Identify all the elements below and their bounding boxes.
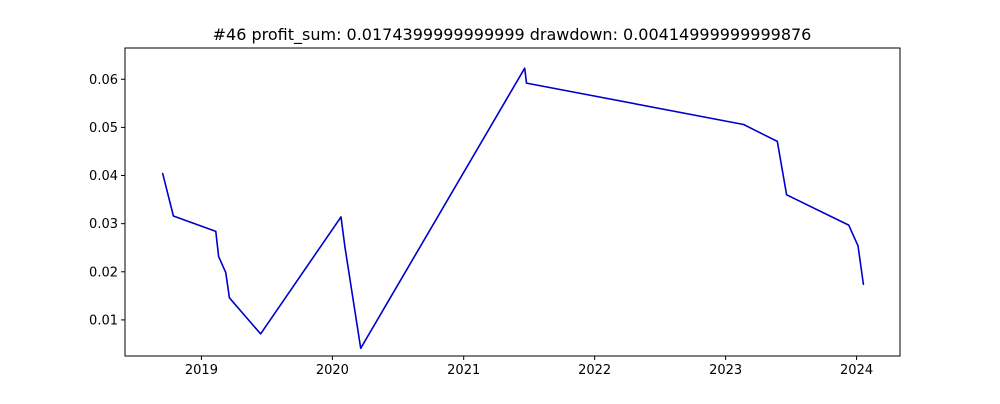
y-tick-label: 0.04 — [89, 169, 118, 184]
y-tick-label: 0.02 — [89, 265, 118, 280]
chart-title: #46 profit_sum: 0.0174399999999999 drawd… — [213, 25, 812, 45]
x-tick-label: 2022 — [578, 363, 611, 378]
series-line-0 — [161, 67, 865, 350]
plot-area — [161, 67, 865, 350]
x-tick-label: 2021 — [447, 363, 480, 378]
axes: 2019 2020 2021 2022 2023 2024 0.01 0.02 0.03 0.04… — [89, 47, 901, 378]
y-tick-label: 0.03 — [89, 217, 118, 232]
y-tick-label: 0.06 — [89, 73, 118, 88]
x-tick-label: 2020 — [316, 363, 349, 378]
x-tick-label: 2019 — [185, 363, 218, 378]
x-tick-label: 2023 — [709, 363, 742, 378]
y-tick-label: 0.01 — [89, 313, 118, 328]
x-tick-label: 2024 — [840, 363, 873, 378]
y-tick-label: 0.05 — [89, 121, 118, 136]
plot-frame — [124, 47, 901, 357]
